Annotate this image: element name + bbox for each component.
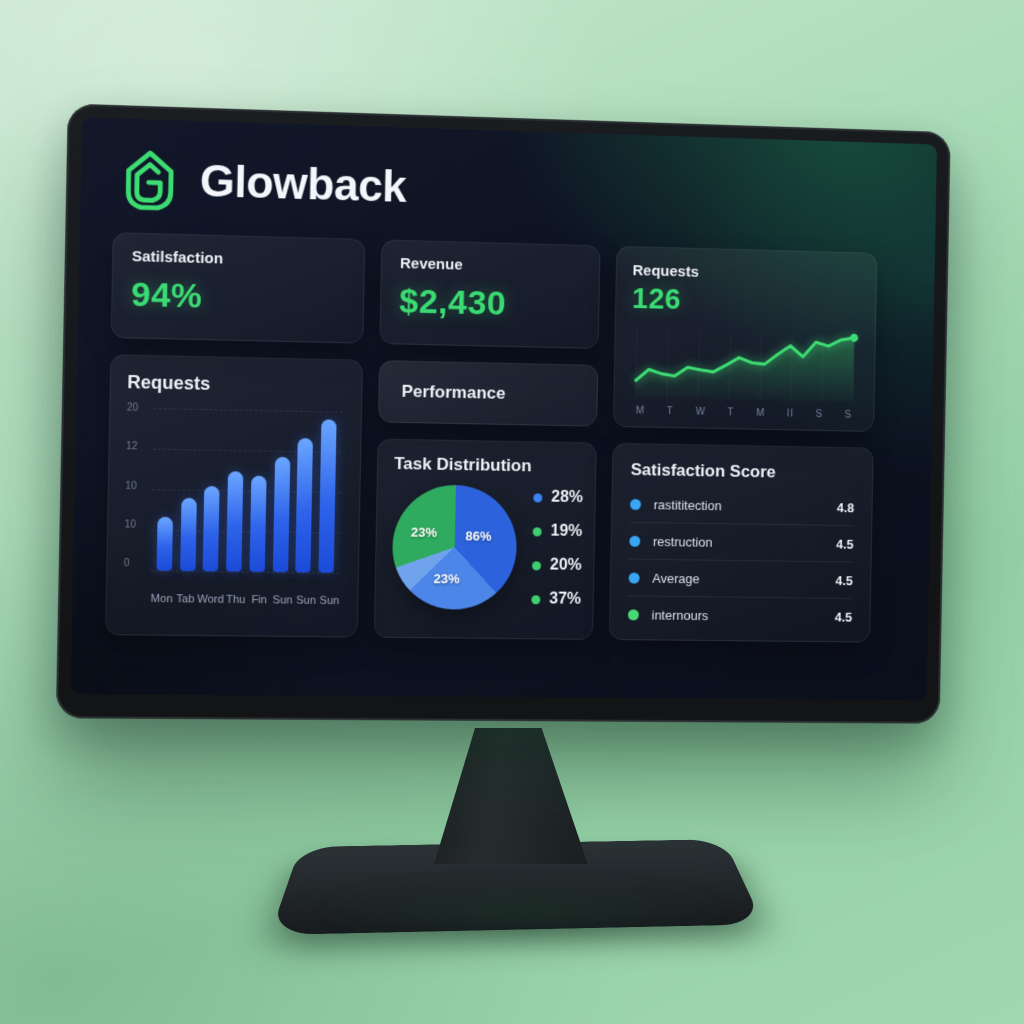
line-chart bbox=[630, 322, 859, 404]
score-dot-icon bbox=[627, 609, 639, 621]
y-tick: 10 bbox=[124, 519, 137, 531]
bar-chart: 20 12 10 10 0 bbox=[123, 402, 345, 609]
bar bbox=[226, 471, 244, 572]
x-tick: M bbox=[635, 405, 646, 417]
legend-label: 28% bbox=[551, 488, 584, 507]
requests-bar-chart-card: Requests 20 12 10 10 0 bbox=[104, 354, 363, 638]
x-tick: T bbox=[666, 406, 674, 418]
dashboard-grid: Satilsfaction 94% Revenue $2,430 Request… bbox=[104, 232, 904, 643]
x-tick: Thu bbox=[225, 593, 246, 607]
y-tick: 10 bbox=[125, 480, 137, 492]
brand-title: Glowback bbox=[199, 156, 407, 212]
satisfaction-score-card: Satisfaction Score rastititection 4.8 re… bbox=[608, 442, 874, 643]
bar bbox=[249, 475, 267, 572]
satisfaction-stat-card: Satilsfaction 94% bbox=[110, 232, 366, 344]
stat-label: Satilsfaction bbox=[131, 247, 224, 268]
revenue-stat-card: Revenue $2,430 bbox=[379, 239, 601, 349]
bar bbox=[318, 419, 337, 573]
bar bbox=[156, 516, 173, 571]
score-label: internours bbox=[651, 607, 709, 624]
legend-dot-icon bbox=[531, 594, 541, 604]
bar bbox=[272, 456, 290, 573]
bar-series bbox=[150, 408, 342, 573]
pie-slice-label: 23% bbox=[410, 524, 438, 540]
card-label: Performance bbox=[401, 381, 506, 403]
bar-chart-y-axis: 20 12 10 10 0 bbox=[124, 402, 139, 569]
score-row: rastititection 4.8 bbox=[629, 485, 855, 527]
x-tick: Mon bbox=[150, 592, 173, 606]
legend-label: 37% bbox=[549, 590, 582, 608]
x-tick: Sun bbox=[296, 594, 317, 607]
chart-title: Requests bbox=[632, 262, 699, 281]
x-tick: T bbox=[727, 407, 735, 419]
chart-kpi: 126 bbox=[631, 283, 682, 317]
x-tick: M bbox=[756, 407, 766, 419]
x-tick: Tab bbox=[176, 593, 195, 606]
task-distribution-card: Task Distribution 86% 23% 23% bbox=[373, 438, 597, 640]
x-tick: Fin bbox=[251, 594, 268, 607]
pie-graphic bbox=[391, 484, 518, 611]
dashboard-screen: Glowback Satilsfaction 94% Revenue $2,43… bbox=[70, 117, 938, 701]
pie-slice-label: 23% bbox=[433, 570, 460, 586]
score-row: Average 4.5 bbox=[628, 559, 854, 599]
stat-value: $2,430 bbox=[398, 282, 507, 323]
score-dot-icon bbox=[630, 498, 642, 510]
score-label: restruction bbox=[652, 533, 713, 550]
x-tick: S bbox=[815, 409, 824, 421]
legend-label: 19% bbox=[550, 522, 583, 541]
y-tick: 20 bbox=[126, 402, 139, 414]
x-tick: Word bbox=[197, 593, 224, 606]
x-tick: W bbox=[695, 406, 706, 418]
bar bbox=[179, 497, 197, 572]
pie-legend: 28% 19% 20% bbox=[531, 486, 583, 610]
score-label: rastititection bbox=[653, 496, 722, 513]
score-row: internours 4.5 bbox=[627, 596, 853, 635]
legend-item: 37% bbox=[531, 590, 581, 609]
bar bbox=[295, 438, 314, 573]
chart-title: Requests bbox=[127, 371, 211, 394]
monitor: Glowback Satilsfaction 94% Revenue $2,43… bbox=[55, 103, 951, 724]
y-tick: 12 bbox=[125, 441, 138, 453]
bar bbox=[203, 486, 220, 572]
x-tick: II bbox=[786, 408, 795, 420]
card-title: Satisfaction Score bbox=[630, 460, 776, 482]
score-value: 4.5 bbox=[835, 536, 854, 552]
chart-title: Task Distribution bbox=[393, 453, 532, 476]
line-chart-area-fill bbox=[635, 332, 855, 403]
legend-item: 20% bbox=[531, 556, 582, 575]
pie-chart: 86% 23% 23% bbox=[391, 484, 518, 611]
glowback-house-g-logo-icon bbox=[119, 148, 180, 213]
score-label: Average bbox=[652, 570, 700, 586]
legend-item: 19% bbox=[532, 522, 583, 541]
floor-shadow bbox=[238, 872, 808, 950]
pie-slice-label: 86% bbox=[465, 527, 492, 543]
legend-dot-icon bbox=[532, 526, 542, 536]
score-value: 4.8 bbox=[836, 499, 855, 515]
legend-dot-icon bbox=[533, 492, 543, 502]
x-tick: Sun bbox=[272, 594, 293, 607]
legend-dot-icon bbox=[531, 560, 542, 570]
legend-item: 28% bbox=[533, 488, 583, 507]
x-tick: S bbox=[844, 409, 853, 421]
legend-label: 20% bbox=[549, 556, 582, 574]
score-dot-icon bbox=[628, 572, 640, 584]
y-tick: 0 bbox=[123, 557, 130, 570]
score-row: restruction 4.5 bbox=[629, 522, 854, 563]
performance-card: Performance bbox=[377, 360, 599, 427]
score-dot-icon bbox=[629, 535, 641, 547]
score-value: 4.5 bbox=[834, 609, 853, 625]
monitor-bezel: Glowback Satilsfaction 94% Revenue $2,43… bbox=[55, 103, 951, 724]
score-value: 4.5 bbox=[835, 572, 853, 588]
line-chart-x-axis: M T W T M II S S bbox=[630, 399, 858, 420]
app-header: Glowback bbox=[119, 147, 905, 234]
x-tick: Sun bbox=[319, 594, 340, 608]
stat-value: 94% bbox=[130, 275, 203, 316]
pie-chart-row: 86% 23% 23% 28% bbox=[391, 484, 583, 611]
stat-label: Revenue bbox=[399, 255, 463, 274]
bar-chart-x-axis: Mon Tab Word Thu Fin Sun Sun Sun bbox=[150, 593, 342, 607]
requests-line-chart-card: Requests 126 bbox=[612, 245, 878, 432]
